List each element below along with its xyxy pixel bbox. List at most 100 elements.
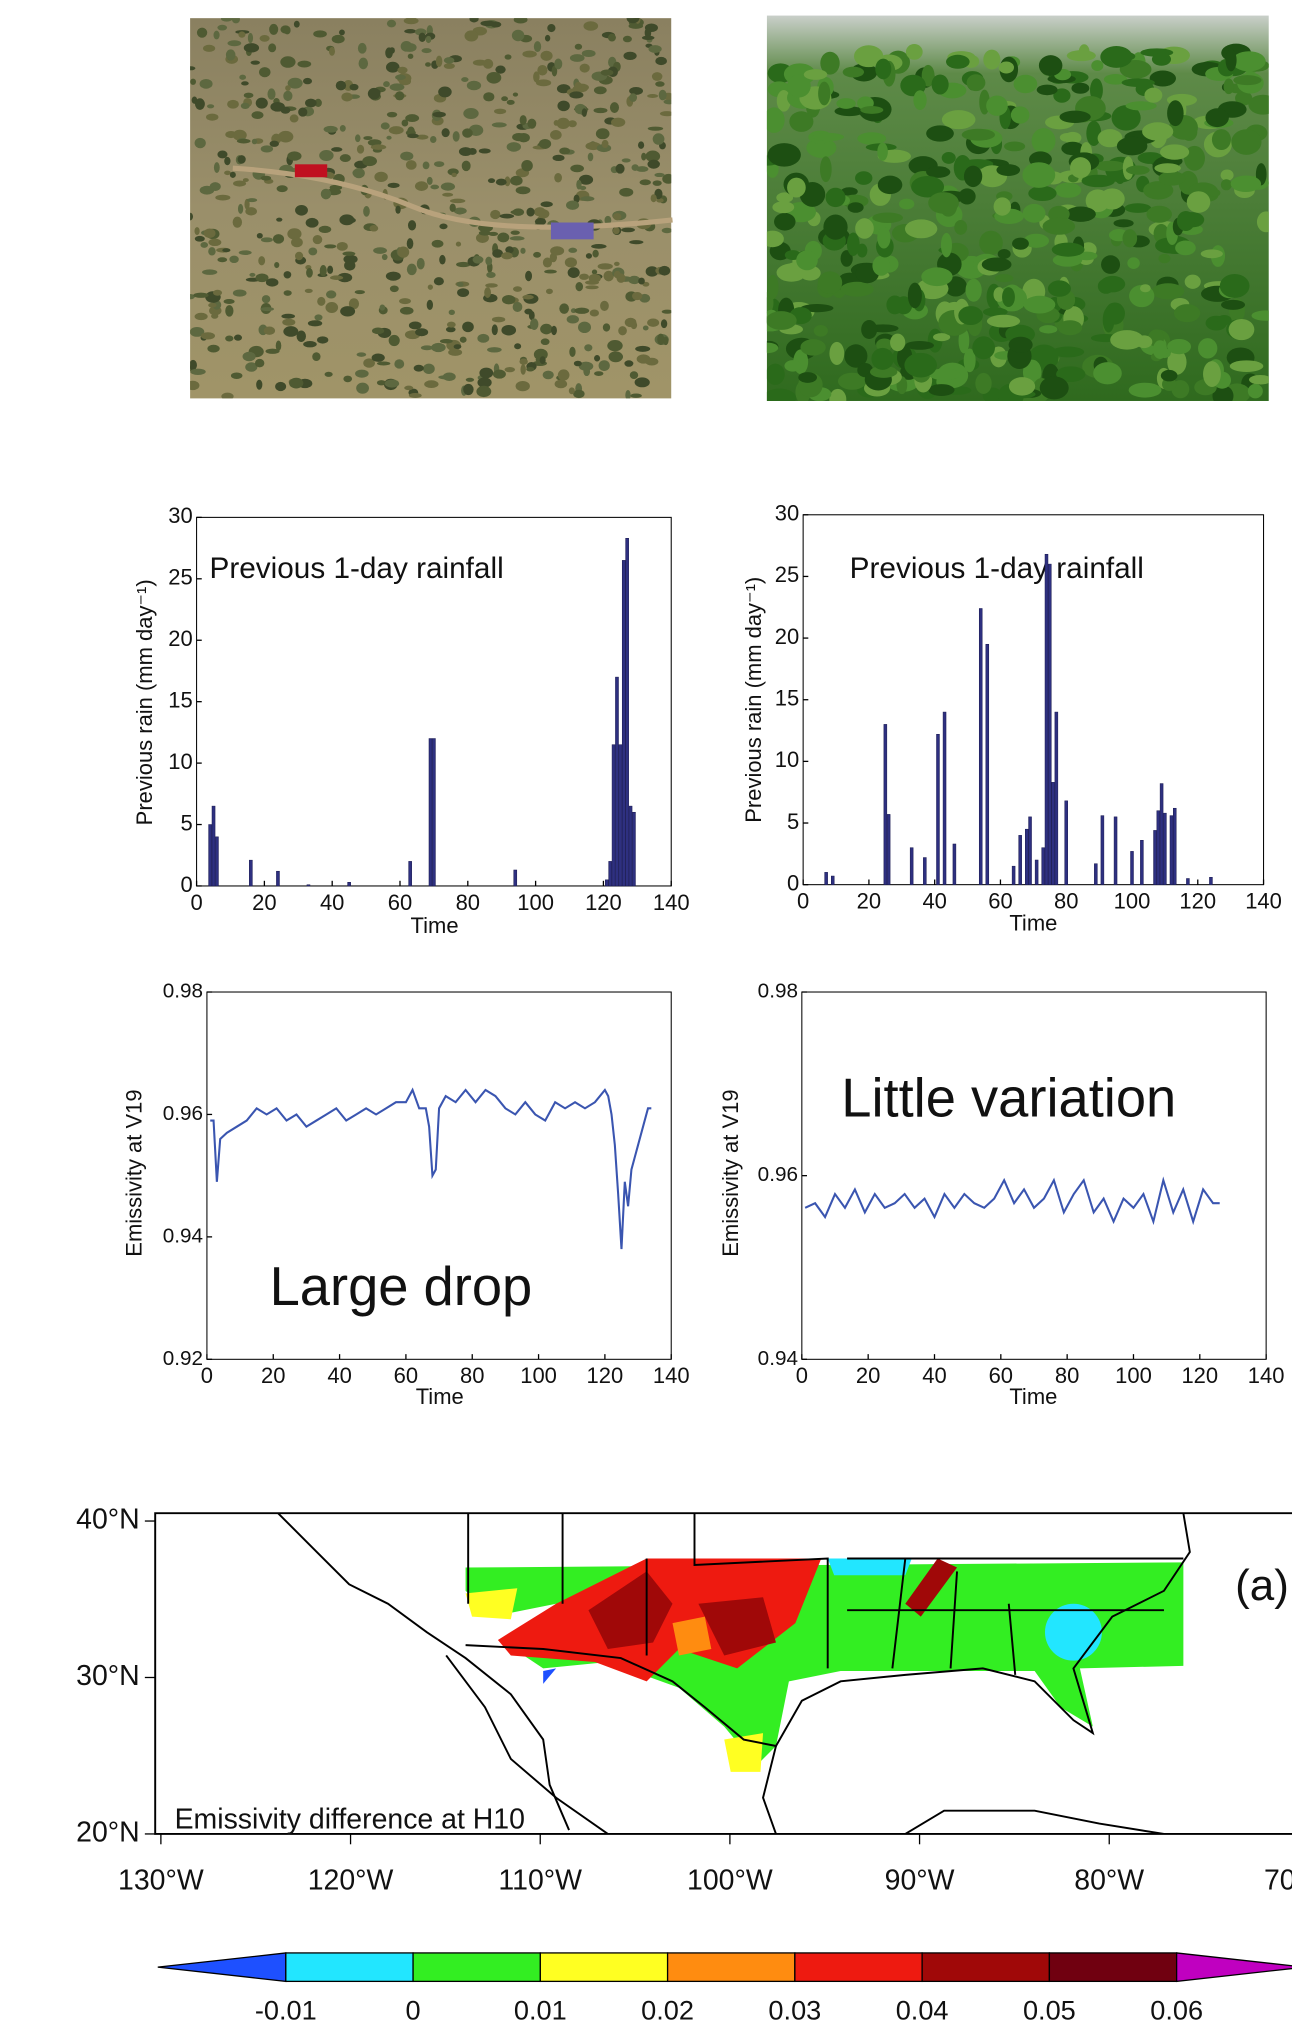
shrub [520,364,526,375]
foliage [796,250,818,271]
shrub [629,240,644,245]
foliage [1217,315,1232,326]
foliage [1247,383,1263,399]
foliage [784,360,802,372]
shrub [318,225,332,233]
shrub [604,215,612,225]
foliage [818,81,831,106]
shrub [267,88,276,100]
shrub [190,359,197,371]
shrub [367,87,381,100]
foliage [926,166,951,178]
shrub [463,383,474,396]
foliage [1167,338,1192,355]
foliage [766,342,779,354]
shrub [645,266,659,277]
y-tick-label: 10 [168,749,192,774]
shrub [199,78,213,89]
y-axis-label: Previous rain (mm day⁻¹) [132,579,157,825]
shrub [297,60,312,68]
shrub [577,321,592,334]
shrub [199,185,215,195]
foliage [946,54,970,69]
x-tick-label: 80°W [1074,1864,1144,1896]
shrub [598,360,610,372]
shrub [477,377,492,388]
shrub [194,312,208,321]
shrub [233,334,243,341]
shrub [459,336,467,343]
y-tick-label: 10 [775,747,799,772]
shrub [336,241,348,251]
foliage [958,328,970,354]
shrub [585,253,593,259]
shrub [240,102,250,109]
shrub [415,328,429,337]
foliage [1225,48,1237,72]
shrub [274,261,280,269]
shrub [535,79,552,87]
y-axis-label: Emissivity at V19 [718,1089,743,1256]
shrub [425,62,431,67]
line [210,1087,652,1250]
shrub [190,368,206,375]
shrub [579,273,589,280]
y-axis-label: Emissivity at V19 [122,1089,147,1256]
bar [1173,807,1177,885]
foliage [993,197,1012,216]
shrub [275,381,287,392]
shrub [465,377,475,382]
shrub [628,23,644,29]
shrub [658,265,671,276]
shrub [208,302,217,308]
map-region [1044,1603,1102,1661]
shrub [522,50,537,58]
shrub [484,287,492,298]
shrub [576,179,582,190]
foliage [1097,278,1115,294]
shrub [247,32,254,44]
shrub [624,317,637,328]
foliage [840,187,858,196]
bar [618,744,623,887]
foliage [941,110,976,130]
annotation: Little variation [841,1067,1176,1128]
shrub [413,364,424,372]
y-tick-label: 30 [168,503,192,528]
foliage [1031,128,1056,154]
foliage [983,49,1001,70]
foliage [1173,304,1201,323]
foliage [1151,52,1172,66]
shrub [615,163,625,174]
foliage [1013,74,1038,94]
foliage [1047,280,1071,297]
shrub [265,278,279,287]
foliage [890,333,906,352]
foliage [998,61,1015,74]
shrub [430,184,440,190]
shrub [533,41,542,53]
shrub [296,330,306,342]
shrub [494,108,507,115]
foliage [1090,78,1103,103]
shrub [635,166,649,172]
foliage [1221,299,1246,310]
foliage [1110,330,1144,350]
shrub [305,217,319,228]
shrub [232,216,243,228]
foliage [958,188,976,205]
shrub [358,57,369,70]
shrub [255,97,268,109]
shrub [544,34,551,42]
shrub [256,232,263,239]
shrub [607,340,623,352]
shrub [589,309,600,317]
colorbar-segment [1048,1952,1178,1983]
shrub [403,43,417,52]
shrub [408,321,422,330]
bar [1064,800,1068,885]
shrub [251,111,264,119]
x-tick-label: 100 [1115,1363,1152,1388]
bar [923,857,927,885]
shrub [295,251,304,261]
